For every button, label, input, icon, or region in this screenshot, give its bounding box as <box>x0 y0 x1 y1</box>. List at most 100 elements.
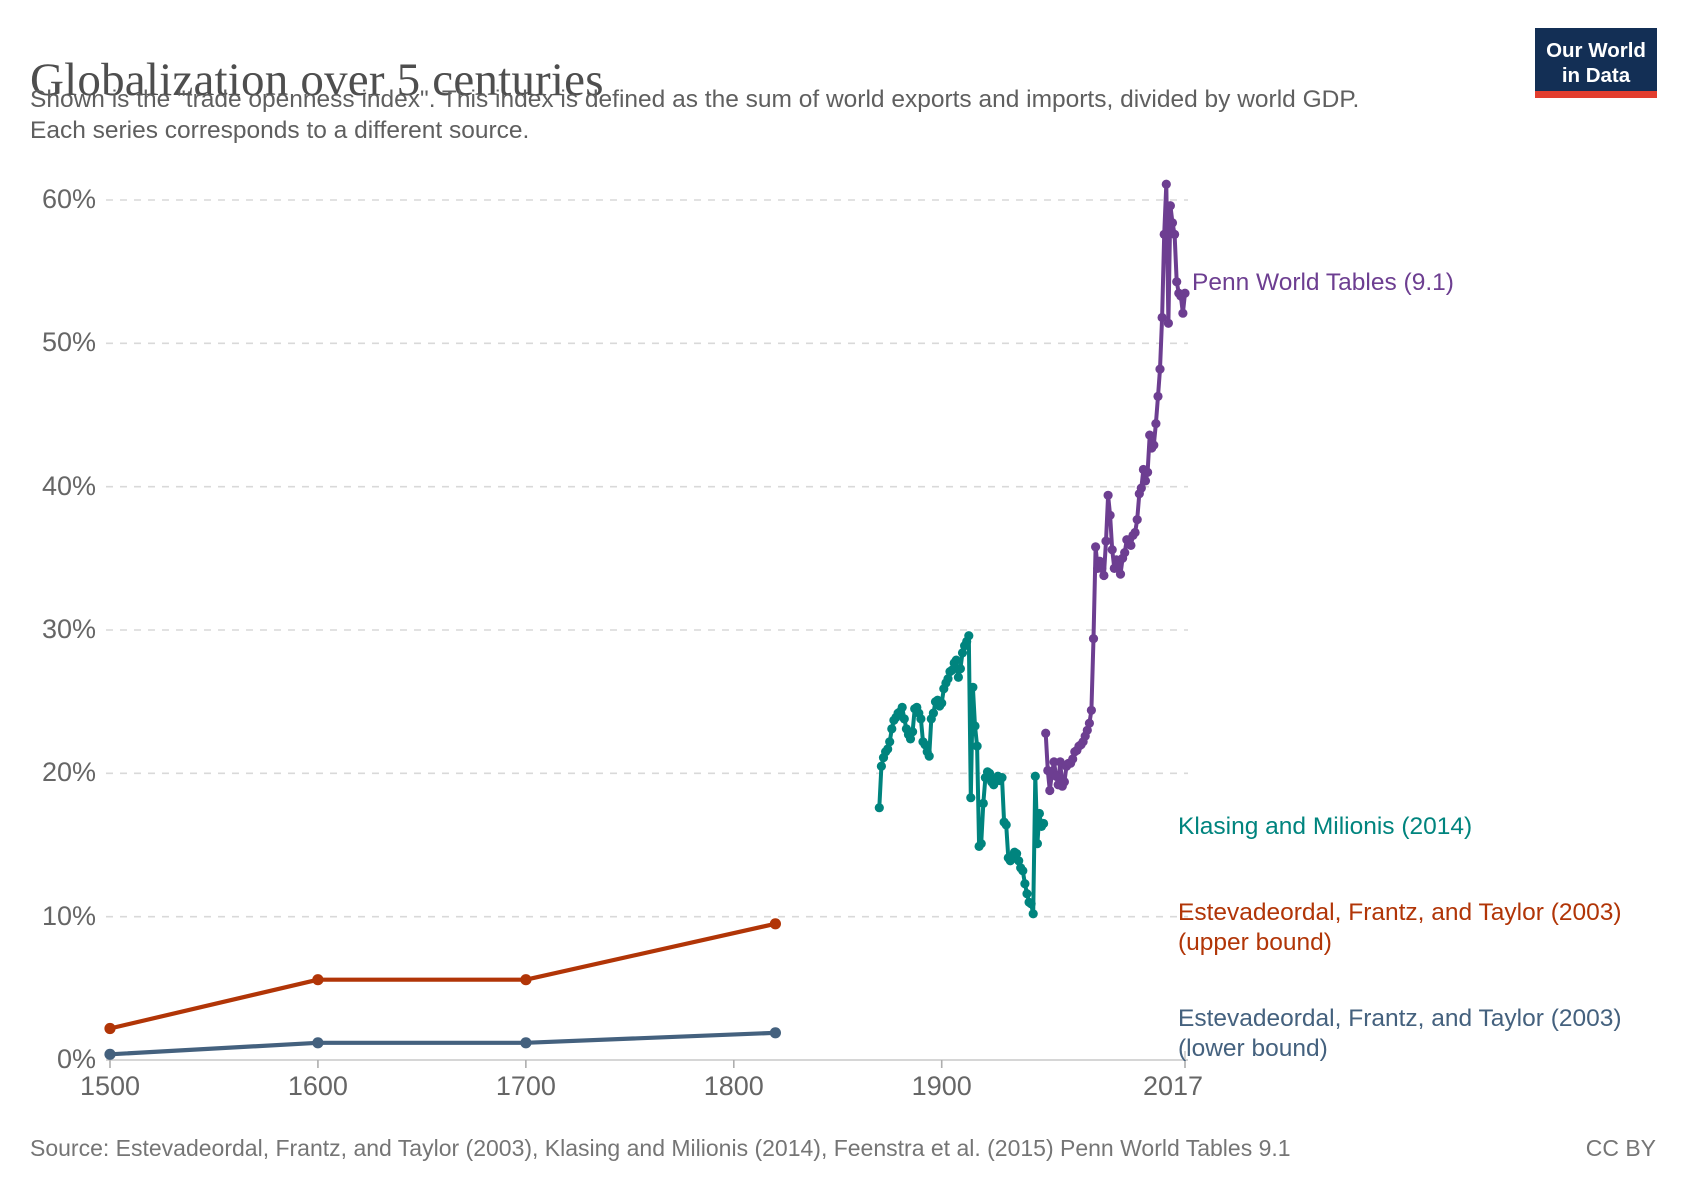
data-point <box>1159 229 1169 239</box>
data-point <box>887 724 897 734</box>
x-axis-tick-label: 1700 <box>495 1071 556 1101</box>
owid-logo[interactable]: Our World in Data <box>1535 28 1657 98</box>
data-point <box>951 655 961 665</box>
data-point <box>1091 542 1101 552</box>
data-point <box>1032 839 1042 849</box>
data-point <box>955 664 966 674</box>
data-point <box>1155 364 1165 374</box>
x-axis-tick-label: 1800 <box>703 1071 764 1101</box>
data-point <box>1020 879 1030 889</box>
data-point <box>1068 754 1078 764</box>
data-point <box>1165 201 1175 211</box>
x-axis-tick-label: 1500 <box>79 1071 141 1101</box>
data-point <box>972 741 982 751</box>
data-point <box>899 714 909 724</box>
data-point <box>1163 318 1173 328</box>
owid-logo-line2: in Data <box>1561 64 1631 87</box>
data-point <box>1161 179 1171 189</box>
data-point <box>908 727 918 737</box>
data-point <box>1014 856 1024 866</box>
y-axis-tick-label: 40% <box>41 470 96 501</box>
data-point <box>1153 391 1163 401</box>
data-point <box>1034 808 1044 819</box>
data-point <box>1143 467 1153 477</box>
data-point <box>520 974 532 986</box>
data-point <box>976 839 986 849</box>
data-point <box>1170 229 1180 239</box>
data-point <box>104 1022 116 1035</box>
data-point <box>953 672 964 682</box>
data-point <box>920 740 930 750</box>
x-axis-tick-label: 1600 <box>287 1071 348 1101</box>
x-axis-tick-label: 2017 <box>1142 1071 1204 1101</box>
y-axis-tick-label: 50% <box>41 327 96 358</box>
data-point <box>943 674 953 684</box>
data-point <box>924 751 934 761</box>
data-point <box>1167 218 1178 228</box>
source-line: Source: Estevadeordal, Frantz, and Taylo… <box>30 1135 1291 1161</box>
data-point <box>970 721 980 731</box>
series-label-eft-lower-bound: Estevadeordal, Frantz, and Taylor (2003)… <box>1178 1005 1622 1062</box>
data-point <box>1157 312 1167 323</box>
page-title: Globalization over 5 centuries <box>30 54 604 107</box>
data-point <box>769 918 782 930</box>
cc-by-license-link[interactable]: CC BY <box>1585 1135 1656 1161</box>
y-axis-tick-label: 20% <box>41 757 96 788</box>
series-line-3 <box>107 1030 778 1057</box>
data-point <box>312 1037 324 1049</box>
data-point <box>1001 820 1011 830</box>
data-point <box>1103 490 1113 500</box>
data-point <box>1026 899 1036 909</box>
data-point <box>966 793 976 803</box>
data-point <box>1086 705 1096 715</box>
data-point <box>1059 777 1069 787</box>
data-point <box>1180 288 1190 298</box>
x-axis-tick-label: 1900 <box>911 1071 972 1101</box>
data-point <box>883 744 893 754</box>
data-point <box>1097 563 1107 574</box>
data-point <box>1028 909 1038 919</box>
data-point <box>1145 430 1155 440</box>
data-point <box>520 1037 532 1049</box>
data-point <box>1132 515 1142 525</box>
data-point <box>978 798 988 809</box>
data-point <box>104 1048 116 1060</box>
data-point <box>1151 419 1161 429</box>
data-point <box>968 682 978 692</box>
data-point <box>957 648 968 658</box>
series-label-eft-upper-bound: Estevadeordal, Frantz, and Taylor (2003)… <box>1178 899 1622 956</box>
data-point <box>1039 818 1049 829</box>
data-point <box>1140 476 1151 486</box>
data-point <box>1084 718 1094 728</box>
data-point <box>769 1027 782 1039</box>
data-point <box>964 631 974 641</box>
series-label-klasing-milionis: Klasing and Milionis (2014) <box>1178 813 1473 840</box>
chart-subtitle: Shown is the "trade openness index". Thi… <box>30 86 1360 144</box>
data-point <box>916 714 926 724</box>
owid-logo-line1: Our World <box>1546 39 1646 62</box>
data-point <box>1115 569 1126 579</box>
data-point <box>1018 866 1028 876</box>
series-label-penn-world-tables: Penn World Tables (9.1) <box>1192 269 1454 296</box>
data-point <box>1045 785 1055 796</box>
data-point <box>1126 540 1136 551</box>
data-point <box>1149 440 1159 450</box>
owid-logo-red-bar <box>1535 91 1657 98</box>
data-point <box>1105 510 1115 520</box>
data-point <box>1041 728 1051 738</box>
data-point <box>1178 308 1188 318</box>
data-point <box>312 974 324 986</box>
data-point <box>1088 634 1099 644</box>
data-point <box>997 773 1007 783</box>
data-point <box>1051 771 1061 781</box>
data-point <box>905 734 916 744</box>
data-point <box>937 698 947 708</box>
y-axis-tick-label: 10% <box>41 900 96 931</box>
data-point <box>1172 277 1182 287</box>
data-point <box>1095 556 1105 566</box>
y-axis-tick-label: 30% <box>41 613 96 644</box>
data-point <box>947 665 957 675</box>
data-point <box>1099 570 1109 581</box>
data-point <box>1082 725 1092 735</box>
